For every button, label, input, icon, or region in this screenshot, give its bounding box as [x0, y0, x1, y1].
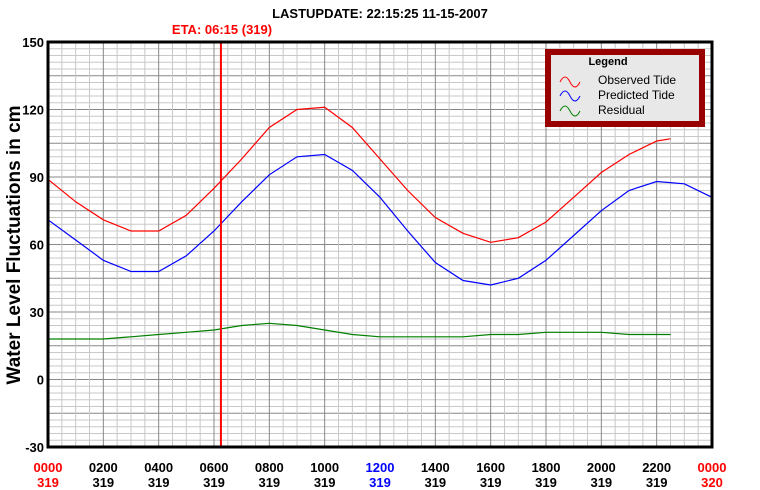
y-tick-label: 60 — [30, 238, 44, 253]
series-line-predicted-tide — [47, 153, 713, 286]
y-tick-label: 90 — [30, 170, 44, 185]
x-tick-time: 1800 — [532, 460, 561, 475]
x-tick-day: 319 — [37, 475, 59, 490]
legend-observed-icon — [559, 76, 581, 88]
legend-residual-label: Residual — [598, 103, 645, 117]
x-tick-time: 1000 — [310, 460, 339, 475]
last-update: LASTUPDATE: 22:15:25 11-15-2007 — [272, 6, 488, 21]
x-tick-time: 1600 — [476, 460, 505, 475]
legend-title: Legend — [588, 56, 627, 68]
legend-observed-label: Observed Tide — [598, 73, 676, 87]
x-tick-day: 319 — [590, 475, 612, 490]
x-tick-time: 1200 — [366, 460, 395, 475]
x-tick-day: 320 — [701, 475, 723, 490]
legend-residual-icon — [559, 105, 581, 117]
x-tick-time: 1400 — [421, 460, 450, 475]
y-tick-label: -30 — [25, 440, 44, 455]
y-tick-label: 150 — [22, 35, 44, 50]
series-group — [47, 106, 713, 340]
legend-predicted-icon — [559, 90, 581, 102]
y-tick-label: 30 — [30, 305, 44, 320]
x-tick-day: 319 — [646, 475, 668, 490]
x-tick-time: 2000 — [587, 460, 616, 475]
y-axis-label: Water Level Fluctuations in cm — [4, 105, 25, 384]
x-tick-day: 319 — [535, 475, 557, 490]
x-tick-time: 0000 — [698, 460, 727, 475]
y-tick-label: 0 — [37, 373, 44, 388]
plot-frame — [46, 40, 714, 449]
series-line-residual — [48, 322, 671, 340]
x-tick-day: 319 — [424, 475, 446, 490]
x-tick-time: 2200 — [642, 460, 671, 475]
x-tick-day: 319 — [92, 475, 114, 490]
x-tick-day: 319 — [314, 475, 336, 490]
x-tick-time: 0200 — [89, 460, 118, 475]
y-tick-labels: 150 120 90 60 30 0 -30 — [22, 35, 44, 455]
series-line-observed-tide — [47, 106, 671, 243]
y-tick-label: 120 — [22, 103, 44, 118]
eta-label: ETA: 06:15 (319) — [172, 22, 272, 37]
legend-predicted-label: Predicted Tide — [598, 88, 675, 102]
x-tick-day: 319 — [258, 475, 280, 490]
x-tick-day: 319 — [148, 475, 170, 490]
x-tick-day: 319 — [369, 475, 391, 490]
x-tick-day: 319 — [480, 475, 502, 490]
x-tick-time: 0600 — [200, 460, 229, 475]
x-tick-day: 319 — [203, 475, 225, 490]
x-tick-labels: 0000319020031904003190600319080031910003… — [34, 460, 727, 490]
x-tick-time: 0000 — [34, 460, 63, 475]
legend: Legend Observed Tide Predicted Tide Resi… — [545, 49, 705, 127]
x-tick-time: 0400 — [144, 460, 173, 475]
x-tick-time: 0800 — [255, 460, 284, 475]
legend-box — [551, 55, 699, 121]
